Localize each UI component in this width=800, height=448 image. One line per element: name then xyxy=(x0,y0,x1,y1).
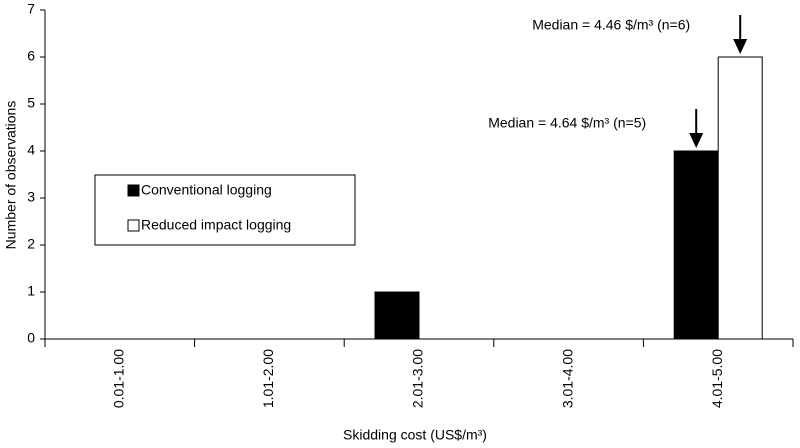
y-tick-label: 4 xyxy=(27,142,35,158)
x-tick-label: 2.01-3.00 xyxy=(410,349,426,408)
annotation: Median = 4.64 $/m³ (n=5) xyxy=(488,115,646,131)
legend-label: Reduced impact logging xyxy=(141,217,291,233)
y-tick-label: 7 xyxy=(27,1,35,17)
legend-label: Conventional logging xyxy=(141,182,272,198)
x-axis-label: Skidding cost (US$/m³) xyxy=(343,427,487,443)
y-tick-label: 1 xyxy=(27,283,35,299)
bar xyxy=(717,56,763,340)
bar xyxy=(374,291,420,340)
y-tick-label: 6 xyxy=(27,48,35,64)
legend-swatch xyxy=(127,219,140,232)
x-tick-label: 3.01-4.00 xyxy=(559,349,575,408)
arrow-head xyxy=(689,133,704,148)
bar xyxy=(673,150,719,340)
y-axis-label: Number of observations xyxy=(3,101,19,250)
annotation: Median = 4.46 $/m³ (n=6) xyxy=(532,17,690,33)
y-tick-label: 2 xyxy=(27,236,35,252)
x-tick-label: 0.01-1.00 xyxy=(111,349,127,408)
legend-swatch xyxy=(127,184,140,197)
y-tick-label: 0 xyxy=(27,330,35,346)
arrow-head xyxy=(733,39,748,54)
y-tick-label: 3 xyxy=(27,189,35,205)
x-tick-label: 1.01-2.00 xyxy=(260,349,276,408)
y-tick-label: 5 xyxy=(27,95,35,111)
x-tick-label: 4.01-5.00 xyxy=(709,349,725,408)
